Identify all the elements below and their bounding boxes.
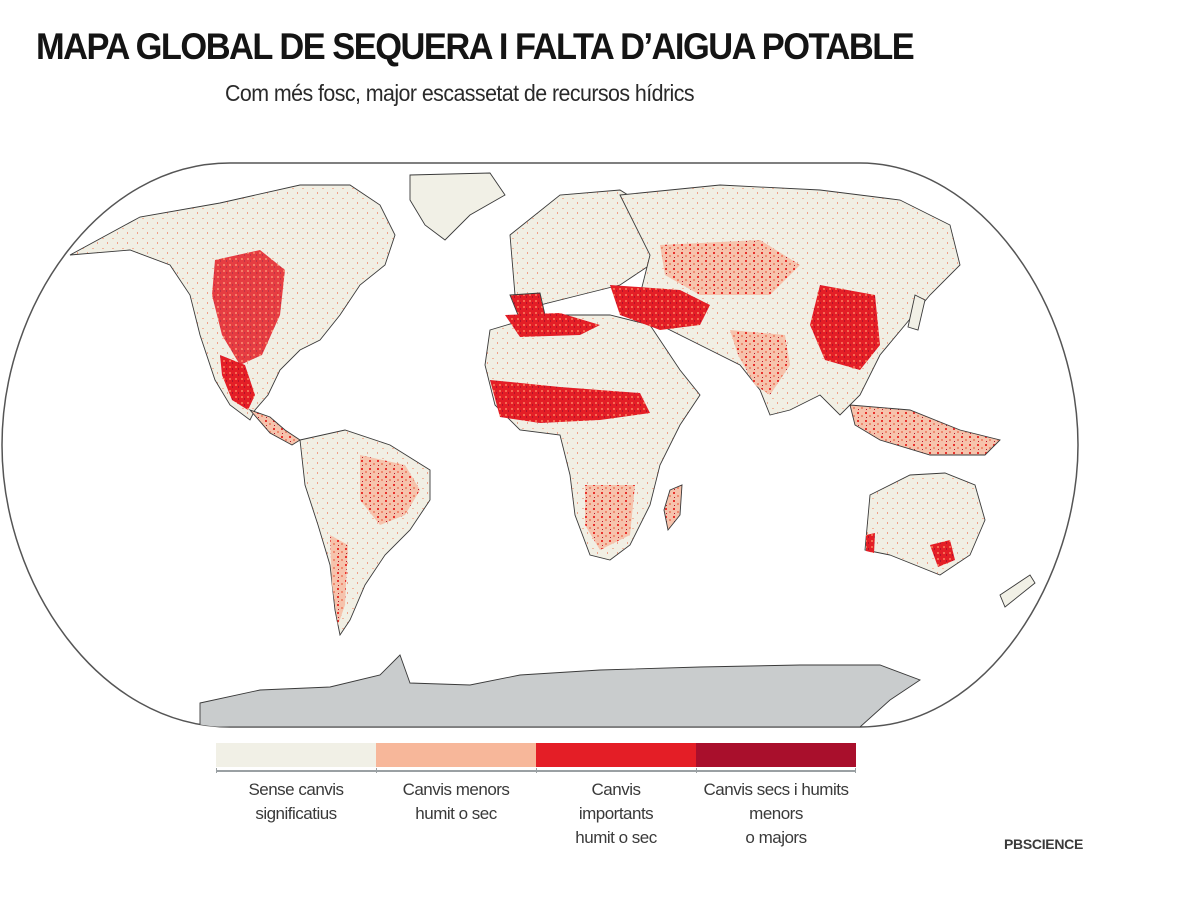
hotspot-central-asia <box>660 240 800 295</box>
legend-label-major-change: Canvis importants humit o sec <box>536 778 696 850</box>
hotspot-andes <box>330 535 348 625</box>
legend-swatch-dry-and-wet <box>696 743 856 767</box>
hotspot-india <box>730 330 790 395</box>
region-southeast-asia <box>849 404 1001 456</box>
hotspot-east-china <box>810 285 880 370</box>
legend-label-line: significatius <box>255 804 337 823</box>
hotspot-middle-east <box>610 285 710 330</box>
hotspot-southern-africa <box>585 485 635 550</box>
region-japan <box>907 294 926 331</box>
legend-tick <box>696 768 697 773</box>
map-subtitle: Com més fosc, major escassetat de recurs… <box>225 80 695 106</box>
legend-label-line: Canvis <box>591 780 641 799</box>
hotspot-western-us <box>212 250 285 365</box>
legend-label-line: importants <box>578 804 654 823</box>
hotspot-sahel <box>490 380 650 423</box>
legend-swatch-major-change <box>536 743 696 767</box>
region-antarctica <box>199 654 921 727</box>
legend-swatch-minor-change <box>376 743 536 767</box>
legend-label-no-change: Sense canvis significatius <box>216 778 376 850</box>
region-greenland <box>409 172 506 241</box>
legend-color-bar <box>216 743 856 767</box>
hotspot-se-australia <box>930 540 955 567</box>
legend-label-line: Sense canvis <box>248 780 344 799</box>
region-australia <box>864 472 986 576</box>
region-madagascar <box>663 484 683 532</box>
legend-label-line: humit o sec <box>415 804 497 823</box>
legend-axis <box>216 768 856 778</box>
legend-tick <box>536 768 537 773</box>
legend-label-line: Canvis secs i humits <box>703 780 849 799</box>
legend-tick <box>216 768 217 773</box>
region-asia <box>619 184 961 416</box>
legend-label-line: Canvis menors <box>402 780 510 799</box>
hotspot-mexico <box>220 355 255 410</box>
map-title: MAPA GLOBAL DE SEQUERA I FALTA D’AIGUA P… <box>36 26 915 67</box>
hotspot-brazil <box>360 455 420 525</box>
legend-tick <box>376 768 377 773</box>
legend-label-dry-and-wet: Canvis secs i humits menors o majors <box>696 778 856 850</box>
legend-label-line: humit o sec <box>575 828 657 847</box>
legend-labels: Sense canvis significatius Canvis menors… <box>216 778 856 850</box>
source-credit: PBSCIENCE <box>1004 836 1083 852</box>
world-map-svg <box>1 162 1079 728</box>
legend: Sense canvis significatius Canvis menors… <box>216 743 856 850</box>
legend-swatch-no-change <box>216 743 376 767</box>
region-new-zealand <box>999 574 1036 608</box>
hotspot-maghreb <box>505 313 600 337</box>
legend-label-minor-change: Canvis menors humit o sec <box>376 778 536 850</box>
legend-label-line: menors <box>749 804 803 823</box>
world-map <box>0 155 1090 735</box>
legend-tick <box>855 768 856 773</box>
legend-label-line: o majors <box>745 828 807 847</box>
hotspot-sw-australia <box>866 533 875 553</box>
